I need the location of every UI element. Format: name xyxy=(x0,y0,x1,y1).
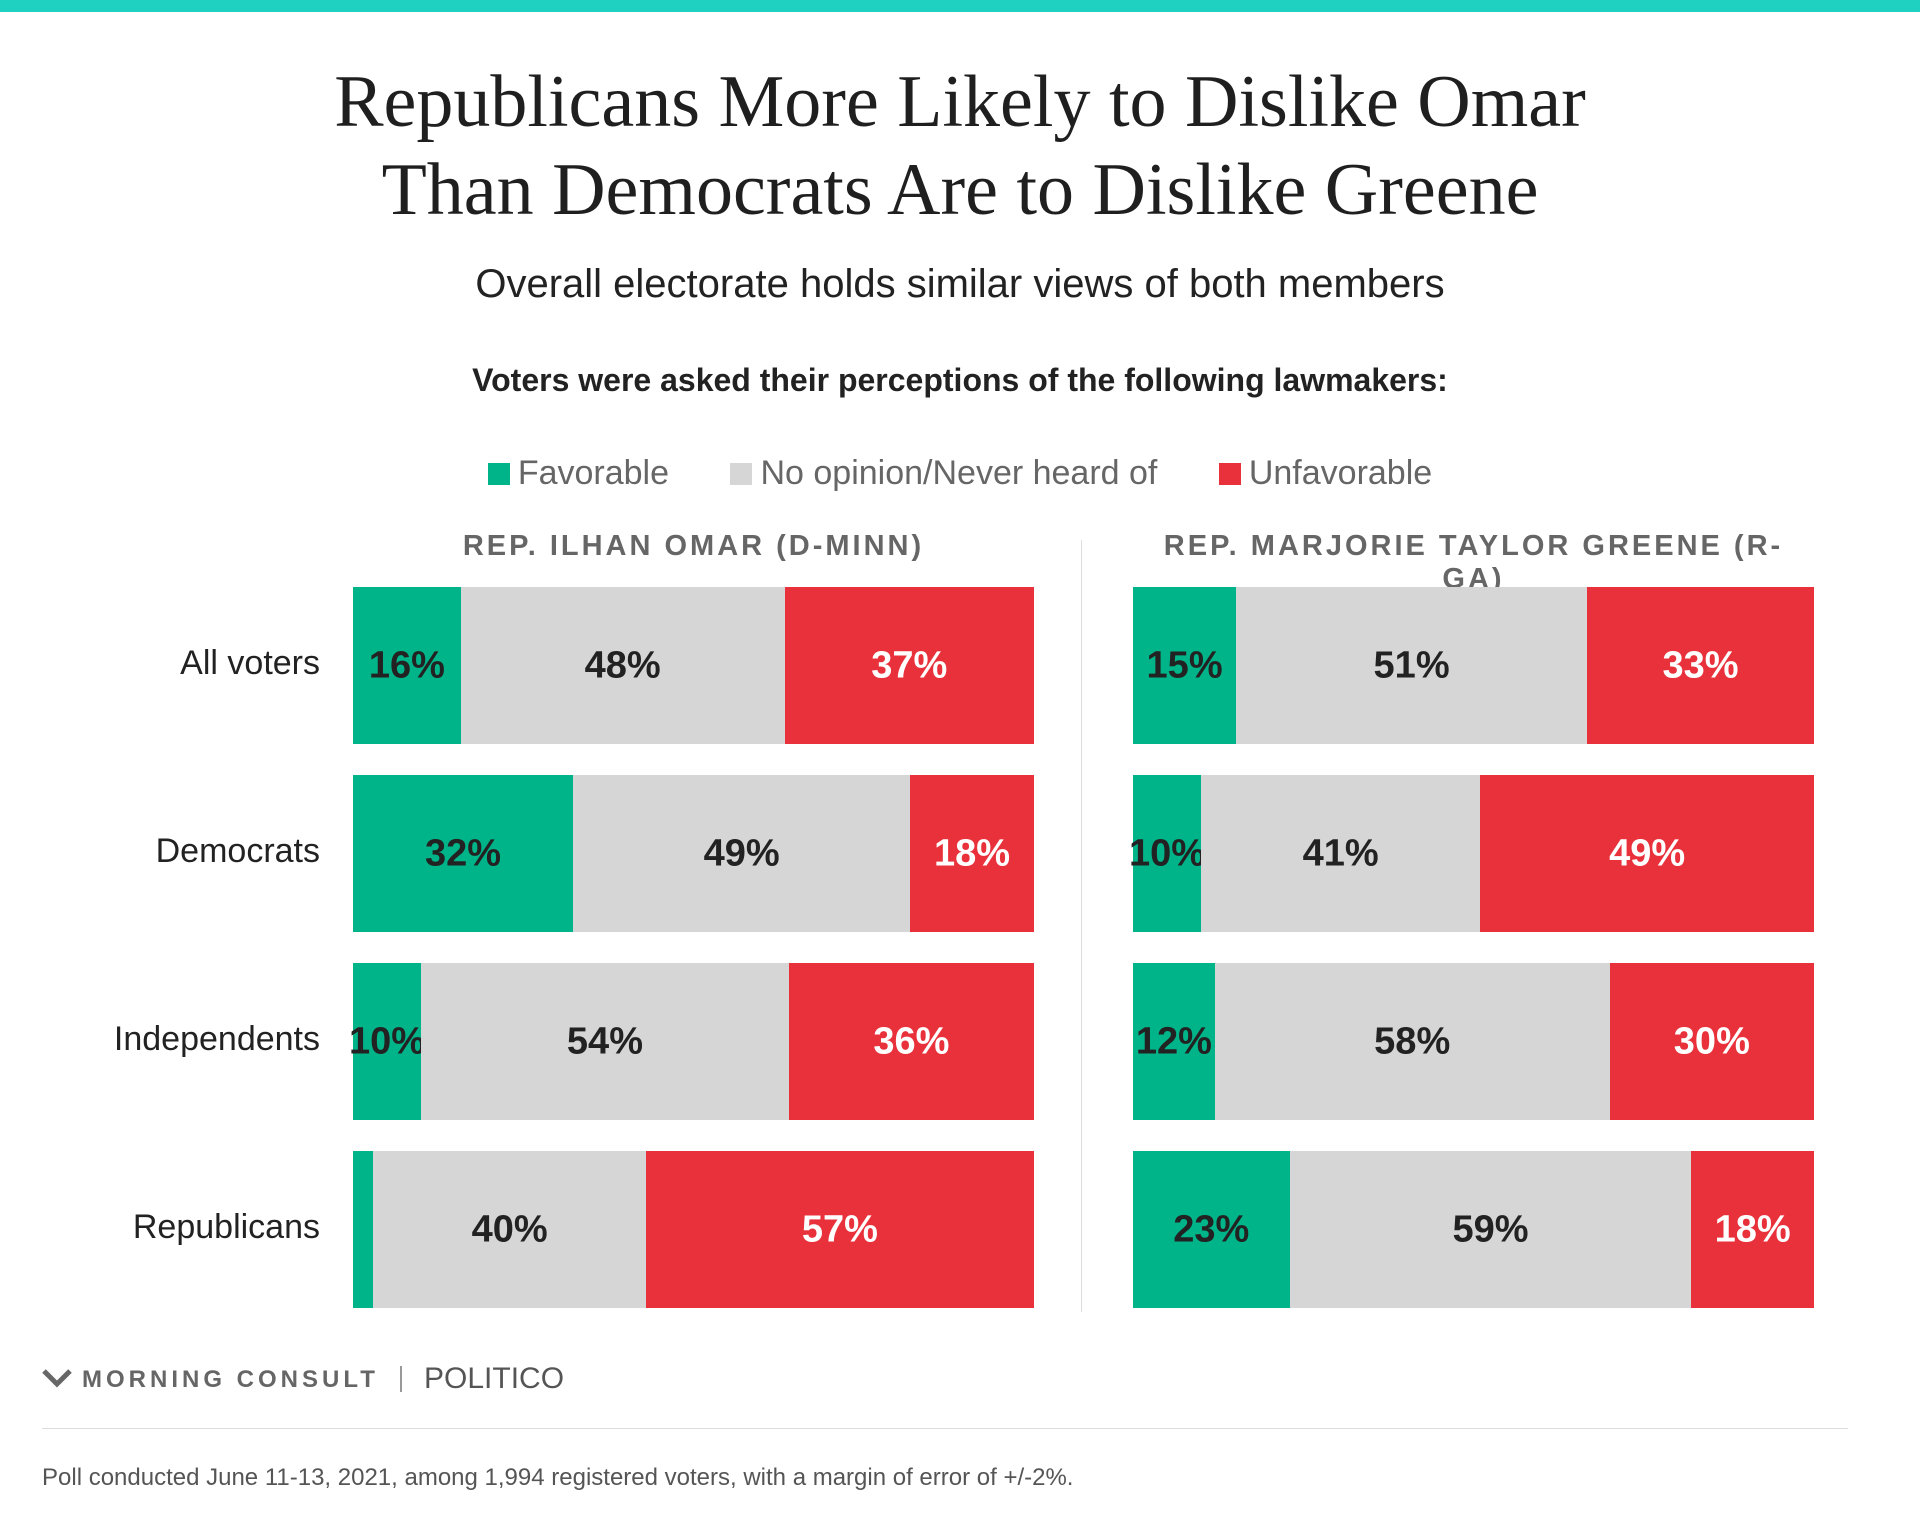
segment-no-opinion: 54% xyxy=(421,963,789,1120)
segment-unfavorable: 33% xyxy=(1586,587,1814,744)
data-label: 49% xyxy=(1609,832,1686,874)
data-label: 10% xyxy=(1129,832,1206,874)
row-label-independents: Independents xyxy=(113,1020,320,1058)
segment-unfavorable: 57% xyxy=(645,1151,1034,1308)
accent-top-bar xyxy=(0,0,1920,12)
data-label: 57% xyxy=(801,1208,878,1250)
data-label: 33% xyxy=(1662,644,1739,686)
data-label: 15% xyxy=(1146,644,1223,686)
bar-greene-democrats: 10% 41% 49% xyxy=(1129,775,1814,932)
legend-label-favorable: Favorable xyxy=(517,454,670,492)
legend-label-unfavorable: Unfavorable xyxy=(1248,454,1433,492)
morning-consult-icon xyxy=(42,1369,72,1388)
footer-separator xyxy=(400,1366,402,1392)
footer-rule xyxy=(42,1428,1848,1429)
bar-greene-republicans: 23% 59% 18% xyxy=(1133,1151,1814,1308)
survey-question: Voters were asked their perceptions of t… xyxy=(472,362,1448,398)
bar-omar-independents: 10% 54% 36% xyxy=(349,963,1034,1120)
segment-no-opinion: 59% xyxy=(1289,1151,1692,1308)
data-label: 18% xyxy=(934,832,1011,874)
bar-omar-all-voters: 16% 48% 37% xyxy=(353,587,1034,744)
segment-unfavorable: 37% xyxy=(784,587,1034,744)
segment-unfavorable: 36% xyxy=(788,963,1034,1120)
segment-unfavorable: 18% xyxy=(1691,1151,1814,1308)
data-label: 10% xyxy=(349,1020,426,1062)
legend-item-no-opinion: No opinion/Never heard of xyxy=(730,454,1157,493)
segment-unfavorable: 30% xyxy=(1609,963,1814,1120)
data-label: 49% xyxy=(703,832,780,874)
panel-title-omar: REP. ILHAN OMAR (D-MINN) xyxy=(462,530,925,562)
title-line-1: Republicans More Likely to Dislike Omar xyxy=(334,61,1586,143)
panel-title-greene: REP. MARJORIE TAYLOR GREENE (R-GA) xyxy=(1163,530,1784,595)
legend-item-favorable: Favorable xyxy=(487,454,670,493)
segment-favorable: 32% xyxy=(353,775,574,932)
bar-greene-all-voters: 15% 51% 33% xyxy=(1133,587,1814,744)
brand-name: MORNING CONSULT xyxy=(82,1366,379,1393)
data-label: 48% xyxy=(584,644,661,686)
data-label: 37% xyxy=(871,644,948,686)
legend-swatch-unfavorable xyxy=(1218,463,1241,485)
segment-unfavorable: 49% xyxy=(1480,775,1814,932)
data-label: 40% xyxy=(471,1208,548,1250)
legend-item-unfavorable: Unfavorable xyxy=(1218,454,1433,493)
panel-divider xyxy=(1081,540,1082,1312)
segment-no-opinion: 49% xyxy=(573,775,911,932)
segment-no-opinion: 48% xyxy=(460,587,785,744)
data-label: 30% xyxy=(1673,1020,1750,1062)
title-line-2: Than Democrats Are to Dislike Greene xyxy=(381,149,1539,231)
data-label: 12% xyxy=(1135,1020,1212,1062)
legend-swatch-favorable xyxy=(487,463,510,485)
segment-favorable: 15% xyxy=(1133,587,1237,744)
bar-omar-republicans: 40% 57% xyxy=(353,1151,1034,1308)
data-label: 23% xyxy=(1173,1208,1250,1250)
segment-favorable: 16% xyxy=(353,587,461,744)
segment-no-opinion: 58% xyxy=(1214,963,1610,1120)
legend: Favorable No opinion/Never heard of Unfa… xyxy=(0,454,1920,493)
segment-unfavorable: 18% xyxy=(910,775,1034,932)
bar-omar-democrats: 32% 49% 18% xyxy=(353,775,1034,932)
bar-greene-independents: 12% 58% 30% xyxy=(1133,963,1814,1120)
segment-favorable: 12% xyxy=(1133,963,1215,1120)
segment-no-opinion: 51% xyxy=(1236,587,1587,744)
chart-title: Republicans More Likely to Dislike Omar … xyxy=(0,58,1920,234)
segment-favorable: 10% xyxy=(1129,775,1205,932)
segment-favorable xyxy=(353,1151,374,1308)
legend-label-no-opinion: No opinion/Never heard of xyxy=(760,454,1158,492)
chart-subtitle: Overall electorate holds similar views o… xyxy=(475,262,1445,306)
segment-no-opinion: 40% xyxy=(373,1151,646,1308)
partner-name: POLITICO xyxy=(424,1362,565,1395)
data-label: 32% xyxy=(425,832,502,874)
legend-swatch-no-opinion xyxy=(730,463,753,485)
segment-favorable: 23% xyxy=(1133,1151,1290,1308)
data-label: 18% xyxy=(1714,1208,1791,1250)
data-label: 51% xyxy=(1373,644,1450,686)
data-label: 16% xyxy=(368,644,445,686)
data-label: 41% xyxy=(1302,832,1379,874)
segment-no-opinion: 41% xyxy=(1201,775,1481,932)
data-label: 58% xyxy=(1374,1020,1451,1062)
data-label: 54% xyxy=(566,1020,643,1062)
row-label-all-voters: All voters xyxy=(180,644,320,682)
data-label: 36% xyxy=(873,1020,950,1062)
row-label-republicans: Republicans xyxy=(132,1208,320,1246)
methodology-note: Poll conducted June 11-13, 2021, among 1… xyxy=(42,1464,1074,1491)
row-label-democrats: Democrats xyxy=(155,832,320,870)
segment-favorable: 10% xyxy=(349,963,425,1120)
data-label: 59% xyxy=(1452,1208,1529,1250)
